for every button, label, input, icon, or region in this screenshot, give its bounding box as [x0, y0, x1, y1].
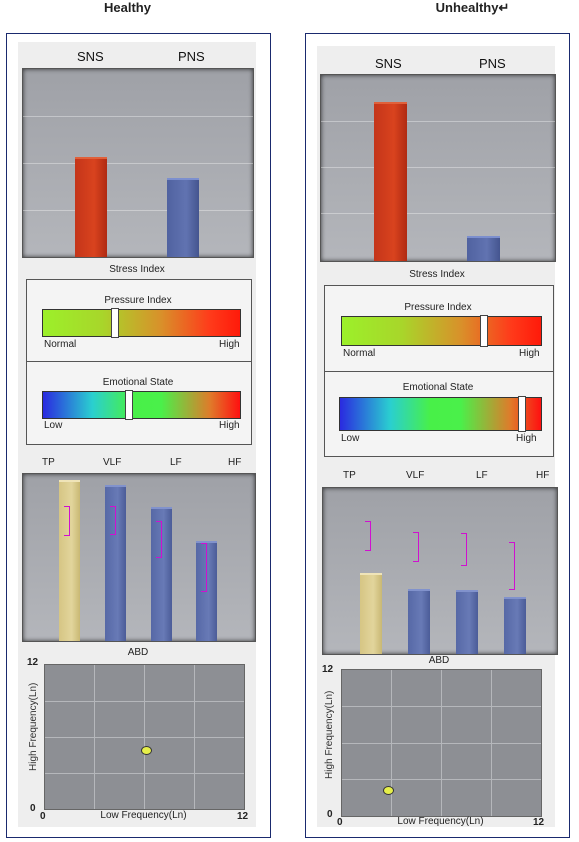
bar-hf: [196, 541, 217, 641]
pressure-index-title: Pressure Index: [104, 295, 172, 306]
pressure-index-marker: [111, 308, 119, 338]
bar-tp: [59, 480, 80, 641]
stress-index-title: Stress Index: [109, 264, 165, 275]
pressure-index-gauge: [341, 315, 542, 347]
stress-index-title: Stress Index: [409, 269, 465, 280]
pns-label: PNS: [479, 56, 506, 71]
range-bracket: [461, 533, 467, 566]
range-bracket: [365, 521, 371, 551]
abd-title: ABD: [127, 647, 149, 658]
range-bracket: [155, 521, 162, 558]
emotion-high-label: High: [219, 420, 240, 431]
emotion-low-label: Low: [341, 433, 360, 444]
range-bracket: [413, 532, 419, 562]
hrv-label-vlf: VLF: [103, 457, 122, 468]
sns-label: SNS: [375, 56, 402, 71]
hrv-label-tp: TP: [343, 470, 356, 481]
hrv-label-lf: LF: [170, 457, 182, 468]
abd-x-min: 0: [40, 811, 46, 822]
abd-scatter-plot: [44, 664, 245, 810]
abd-y-max: 12: [27, 657, 39, 668]
abd-y-min: 0: [327, 809, 333, 820]
abd-data-point: [141, 746, 153, 756]
bar-vlf: [105, 485, 126, 641]
pressure-index-title: Pressure Index: [404, 302, 472, 313]
bar-tp: [360, 573, 382, 654]
pressure-index-gauge: [42, 308, 241, 338]
abd-scatter-plot: [341, 669, 542, 817]
bar-pns: [467, 236, 500, 261]
abd-xlabel: Low Frequency(Ln): [397, 816, 484, 827]
abd-xlabel: Low Frequency(Ln): [100, 810, 187, 821]
abd-ylabel: High Frequency(Ln): [28, 682, 39, 771]
bar-lf: [151, 507, 172, 641]
bar-sns: [374, 102, 407, 261]
range-bracket: [63, 506, 70, 536]
emotion-low-label: Low: [44, 420, 63, 431]
hrv-label-hf: HF: [228, 457, 242, 468]
hrv-label-tp: TP: [42, 457, 55, 468]
hrv-label-lf: LF: [476, 470, 488, 481]
bar-lf: [456, 590, 478, 654]
hrv-label-vlf: VLF: [406, 470, 425, 481]
hrv-chart: [322, 487, 558, 655]
pressure-high-label: High: [519, 348, 540, 359]
bar-pns: [167, 178, 199, 257]
range-bracket: [509, 542, 515, 590]
emotional-state-title: Emotional State: [402, 382, 474, 393]
abd-data-point: [383, 786, 395, 796]
emotional-state-gauge: [42, 390, 241, 420]
bar-hf: [504, 597, 526, 654]
pressure-index-marker: [480, 315, 488, 347]
abd-y-max: 12: [322, 664, 334, 675]
abd-title: ABD: [428, 655, 450, 666]
pns-label: PNS: [178, 49, 205, 64]
range-bracket: [109, 506, 116, 535]
range-bracket: [200, 543, 207, 592]
pressure-high-label: High: [219, 339, 240, 350]
unhealthy-heading: Unhealthy↵: [435, 0, 510, 15]
sns-pns-chart: [22, 68, 254, 258]
unhealthy-panel: SNS PNS Stress Index Pressure Index Norm…: [305, 33, 570, 838]
emotional-state-gauge: [339, 396, 542, 432]
healthy-panel: SNS PNS Stress Index Pressure Index Norm…: [6, 33, 271, 838]
sns-pns-chart: [320, 74, 556, 262]
abd-ylabel: High Frequency(Ln): [324, 690, 335, 779]
healthy-heading: Healthy: [104, 0, 151, 15]
emotion-high-label: High: [516, 433, 537, 444]
sns-label: SNS: [77, 49, 104, 64]
abd-x-min: 0: [337, 817, 343, 828]
bar-sns: [75, 157, 107, 257]
emotional-state-title: Emotional State: [102, 377, 174, 388]
bar-vlf: [408, 589, 430, 654]
pressure-low-label: Normal: [343, 348, 376, 359]
abd-x-max: 12: [533, 817, 545, 828]
abd-x-max: 12: [237, 811, 249, 822]
abd-y-min: 0: [30, 803, 36, 814]
hrv-chart: [22, 473, 256, 642]
pressure-low-label: Normal: [44, 339, 77, 350]
hrv-label-hf: HF: [536, 470, 550, 481]
emotional-state-marker: [125, 390, 133, 420]
emotional-state-marker: [518, 396, 526, 432]
